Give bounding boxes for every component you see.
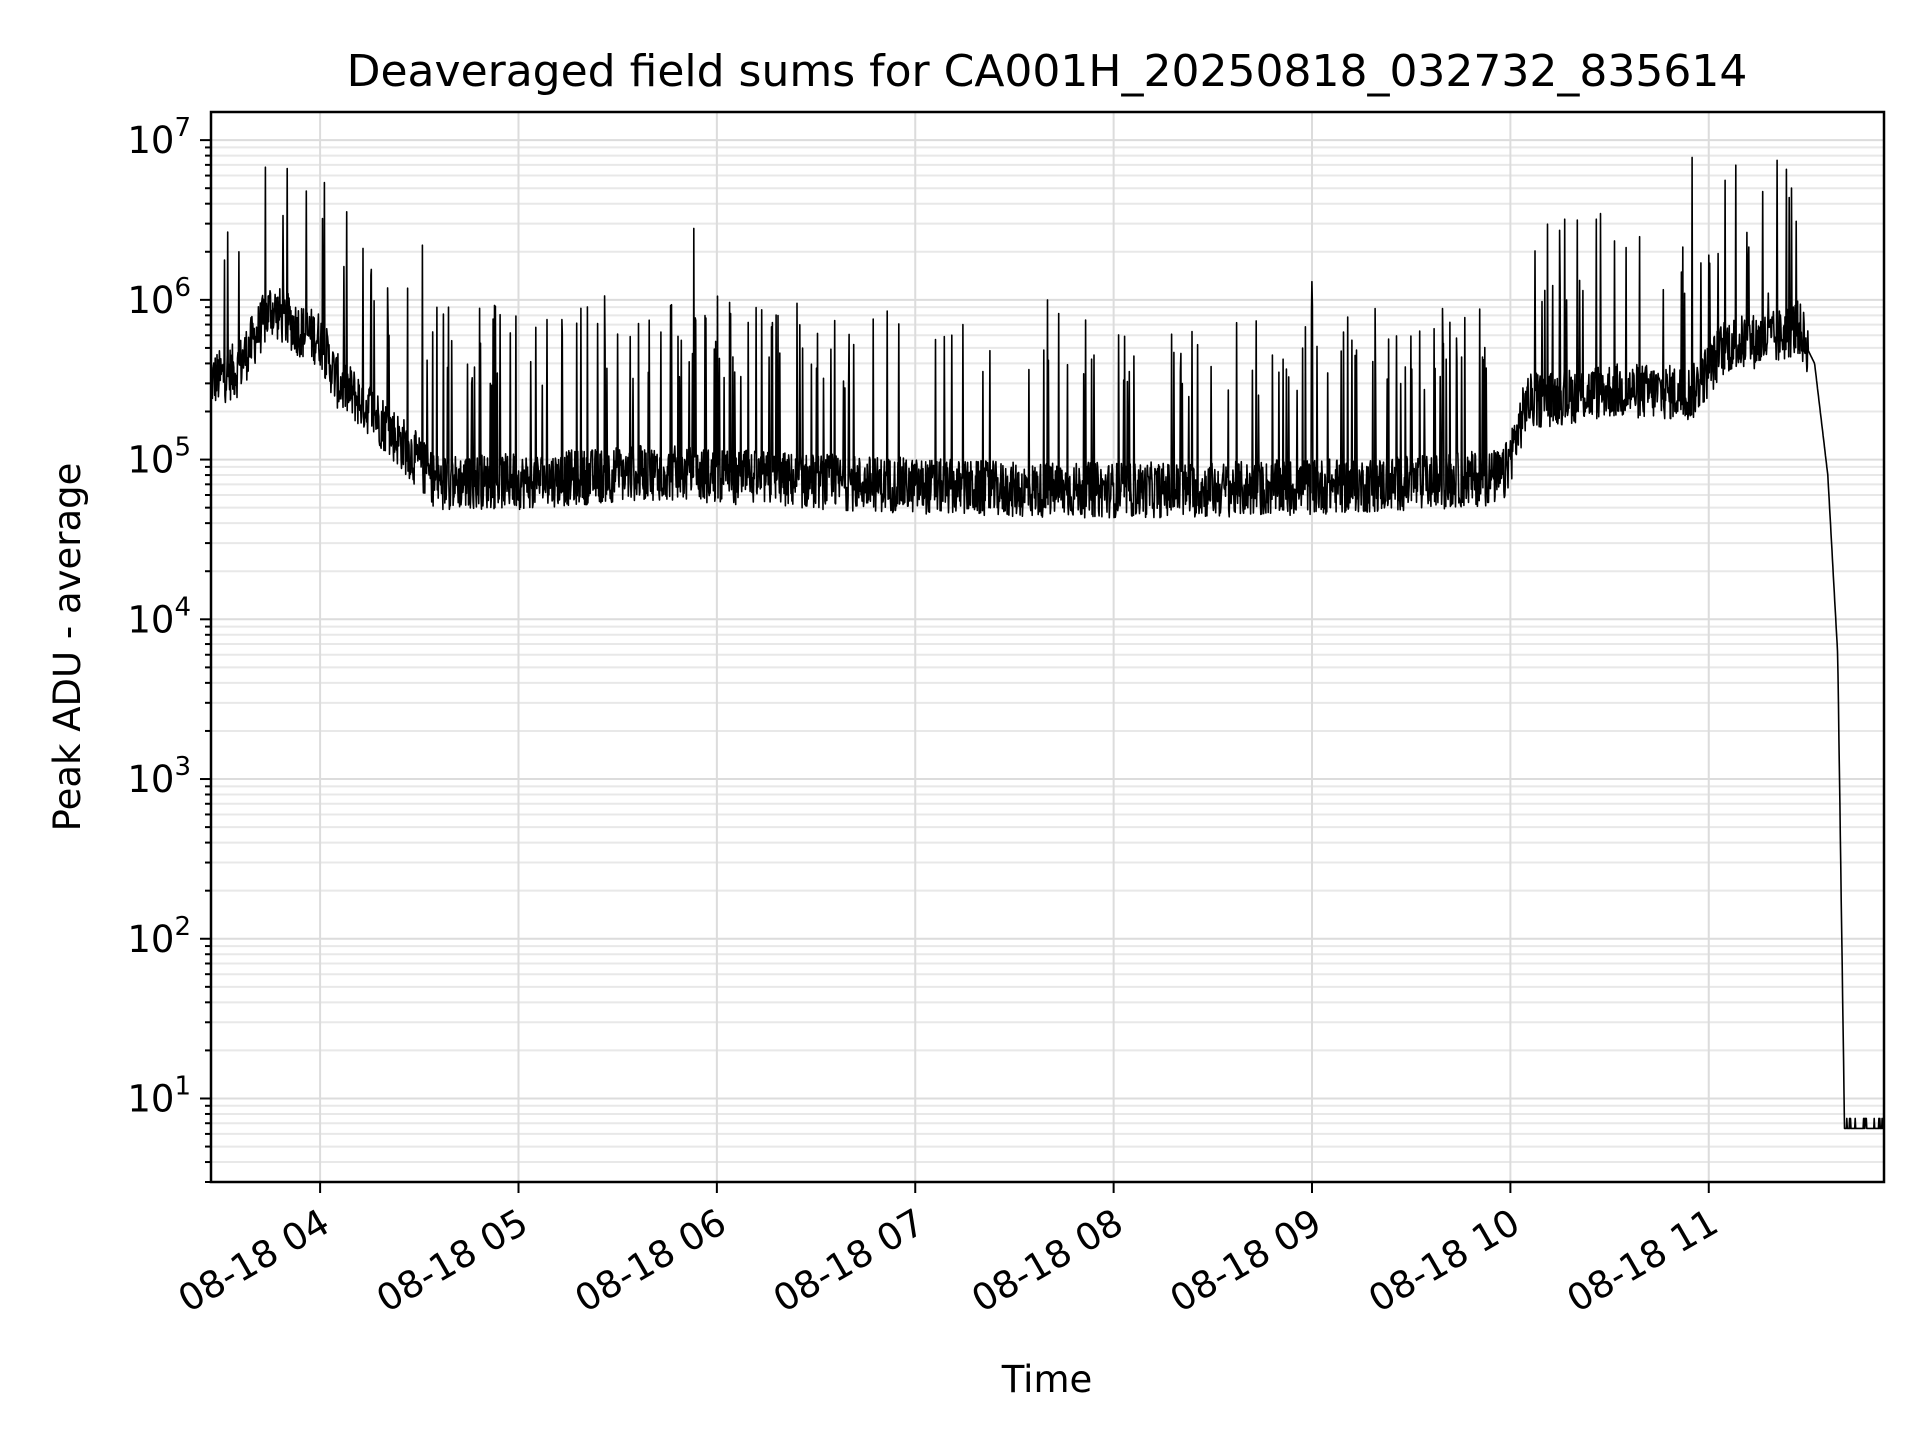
- y-axis-label: Peak ADU - average: [46, 463, 89, 832]
- grid: [211, 112, 1884, 1183]
- x-tick-label: 08-18 10: [1361, 1201, 1527, 1321]
- x-tick-label: 08-18 09: [1163, 1201, 1329, 1321]
- x-tick-label: 08-18 06: [568, 1201, 734, 1321]
- chart-title: Deaveraged field sums for CA001H_2025081…: [347, 46, 1748, 97]
- series-line: [210, 156, 1885, 1130]
- plot-frame: [209, 110, 1886, 1184]
- y-tick-label: 107: [127, 113, 191, 162]
- x-tick-label: 08-18 11: [1560, 1201, 1726, 1321]
- plot-area: [210, 156, 1885, 1130]
- x-tick-label: 08-18 05: [369, 1201, 535, 1321]
- x-axis-label: Time: [1001, 1358, 1093, 1401]
- axis-ticks: 101 102 103 104 105 106 107 08-18 04 08-18 05 08-…: [127, 113, 1725, 1321]
- x-tick-label: 08-18 04: [171, 1201, 337, 1321]
- y-tick-label: 102: [127, 912, 191, 961]
- y-tick-label: 105: [127, 433, 191, 482]
- y-tick-label: 106: [127, 273, 191, 322]
- x-tick-label: 08-18 08: [965, 1201, 1131, 1321]
- y-tick-label: 104: [127, 592, 191, 641]
- y-tick-label: 103: [127, 752, 191, 801]
- x-tick-label: 08-18 07: [766, 1201, 932, 1321]
- y-tick-label: 101: [127, 1071, 191, 1120]
